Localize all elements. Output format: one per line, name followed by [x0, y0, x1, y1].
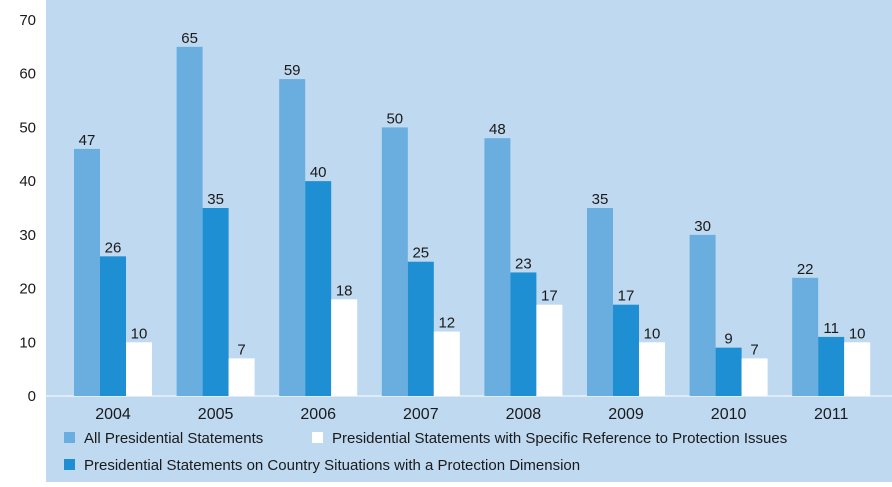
- bars-layer: 47 26 10 65 35 7 59 40 18 50 25 12 48 23 17 35 17 10 30 9 7 2…: [74, 30, 871, 396]
- data-label: 40: [310, 164, 327, 181]
- bar-2004-series-2: [100, 256, 126, 396]
- data-label: 7: [750, 341, 758, 358]
- x-tick-label: 2004: [95, 406, 131, 423]
- legend-swatch: [312, 432, 323, 443]
- data-label: 26: [105, 239, 122, 256]
- bar-2006-series-3: [331, 299, 358, 396]
- data-label: 47: [79, 132, 96, 149]
- data-label: 18: [336, 282, 353, 299]
- data-label: 30: [694, 218, 711, 235]
- data-label: 35: [207, 191, 224, 208]
- y-tick-label: 70: [19, 12, 36, 29]
- y-tick-label: 10: [19, 334, 36, 351]
- y-tick-label: 40: [19, 173, 36, 190]
- data-label: 59: [284, 62, 301, 79]
- data-label: 10: [644, 325, 661, 342]
- x-tick-label: 2008: [506, 406, 542, 423]
- bar-2009-series-1: [587, 208, 613, 396]
- legend-label: Presidential Statements with Specific Re…: [332, 430, 787, 447]
- data-label: 7: [237, 341, 245, 358]
- x-axis: 2004 2005 2006 2007 2008 2009 2010 2011: [95, 406, 848, 423]
- legend-label: All Presidential Statements: [84, 430, 263, 447]
- bar-2009-series-2: [613, 304, 639, 396]
- data-label: 65: [181, 30, 198, 47]
- data-label: 17: [541, 288, 558, 305]
- bar-2006-series-1: [279, 79, 306, 396]
- data-label: 50: [386, 110, 403, 127]
- bar-2009-series-3: [639, 342, 665, 396]
- legend-swatch: [64, 432, 75, 443]
- bar-2007-series-1: [381, 127, 408, 396]
- legend-swatch: [64, 459, 75, 470]
- bar-2005-series-3: [228, 358, 255, 396]
- x-tick-label: 2011: [814, 406, 849, 423]
- x-tick-label: 2010: [711, 406, 747, 423]
- data-label: 9: [724, 331, 732, 348]
- data-label: 23: [515, 255, 532, 272]
- legend-label: Presidential Statements on Country Situa…: [84, 457, 580, 474]
- y-tick-label: 20: [19, 281, 36, 298]
- bar-2008-series-3: [536, 304, 563, 396]
- bar-2010-series-3: [741, 358, 768, 396]
- data-label: 48: [489, 121, 506, 138]
- bar-2008-series-2: [510, 272, 537, 396]
- y-axis: 0 10 20 30 40 50 60 70: [19, 12, 36, 405]
- legend: All Presidential Statements Presidential …: [64, 430, 787, 474]
- bar-2005-series-1: [176, 46, 203, 396]
- bar-2010-series-1: [689, 234, 716, 396]
- x-tick-label: 2006: [300, 406, 336, 423]
- y-tick-label: 0: [28, 388, 36, 405]
- x-tick-label: 2009: [608, 406, 644, 423]
- data-label: 22: [797, 261, 814, 278]
- bar-2007-series-3: [433, 331, 460, 396]
- x-tick-label: 2005: [198, 406, 234, 423]
- bar-2010-series-2: [715, 347, 742, 396]
- plot-background: [46, 0, 892, 482]
- bar-2004-series-3: [126, 342, 152, 396]
- x-tick-label: 2007: [403, 406, 439, 423]
- data-label: 10: [849, 325, 866, 342]
- data-label: 11: [823, 320, 839, 337]
- bar-2005-series-2: [202, 208, 229, 396]
- data-label: 25: [412, 245, 429, 262]
- data-label: 35: [592, 191, 609, 208]
- bar-2006-series-2: [305, 181, 332, 396]
- y-tick-label: 60: [19, 66, 36, 83]
- bar-2011-series-3: [844, 342, 871, 396]
- bar-2004-series-1: [74, 148, 100, 396]
- bar-2011-series-2: [818, 336, 845, 396]
- bar-2011-series-1: [792, 277, 819, 396]
- y-tick-label: 50: [19, 119, 36, 136]
- bar-2007-series-2: [407, 261, 434, 396]
- data-label: 17: [618, 288, 635, 305]
- bar-2008-series-1: [484, 138, 511, 396]
- data-label: 10: [131, 325, 148, 342]
- y-tick-label: 30: [19, 227, 36, 244]
- data-label: 12: [438, 315, 455, 332]
